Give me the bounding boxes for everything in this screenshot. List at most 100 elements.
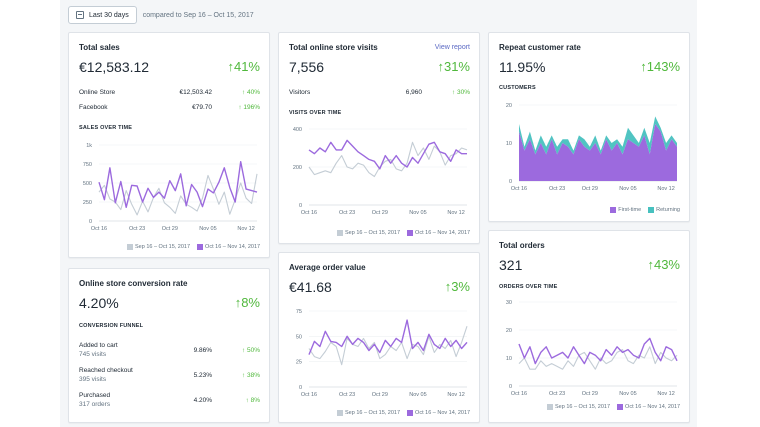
- x-tick-label: Nov 05: [199, 226, 216, 232]
- x-tick-label: Nov 12: [447, 210, 464, 216]
- x-tick-label: Nov 05: [409, 392, 426, 398]
- y-tick-label: 10: [506, 141, 512, 147]
- y-tick-label: 10: [506, 356, 512, 362]
- series-line-current: [308, 139, 467, 170]
- legend-item: Oct 16 – Nov 14, 2017: [407, 410, 470, 416]
- breakdown-row: Facebook €79.70 ↑ 196%: [79, 104, 260, 111]
- x-tick-label: Oct 16: [511, 186, 527, 192]
- arrow-up-icon: ↑: [444, 279, 452, 294]
- toolbar: Last 30 days compared to Sep 16 – Oct 15…: [68, 6, 254, 24]
- x-tick-label: Oct 16: [91, 226, 107, 232]
- y-tick-label: 0: [509, 384, 512, 390]
- aov-card: Average order value €41.68 ↑3% 0 25 50 75 Oc…: [278, 252, 480, 423]
- y-tick-label: 750: [83, 162, 92, 168]
- view-report-link[interactable]: View report: [434, 44, 470, 51]
- repeat-rate-card: Repeat customer rate 11.95% ↑143% CUSTOM…: [488, 32, 690, 222]
- x-tick-label: Nov 05: [619, 186, 636, 192]
- legend-item: Returning: [648, 207, 680, 213]
- section-heading: CUSTOMERS: [499, 85, 536, 91]
- area-first-time: [519, 124, 677, 181]
- orders-chart: 0 10 20 30 Oct 16 Oct 23 Oct 29 Nov 05 Nov 12: [506, 300, 678, 397]
- x-tick-label: Nov 05: [409, 210, 426, 216]
- funnel-row: Reached checkout 395 visits 5.23% ↑ 38%: [79, 367, 260, 383]
- y-tick-label: 200: [293, 165, 302, 171]
- section-heading: VISITS OVER TIME: [289, 110, 342, 116]
- series-line-current: [518, 337, 678, 365]
- x-tick-label: Oct 29: [372, 392, 388, 398]
- legend-item: Sep 16 – Oct 15, 2017: [127, 244, 190, 250]
- x-tick-label: Oct 16: [301, 210, 317, 216]
- x-tick-label: Oct 23: [339, 392, 355, 398]
- x-tick-label: Nov 12: [237, 226, 254, 232]
- metric-change: ↑3%: [444, 279, 470, 294]
- arrow-up-icon: ↑: [647, 257, 654, 272]
- metric-value: 321: [499, 257, 523, 273]
- section-heading: CONVERSION FUNNEL: [79, 323, 144, 329]
- conversion-card: Online store conversion rate 4.20% ↑8% C…: [68, 268, 270, 423]
- sales-chart: 0 250 500 750 1k Oct 16 Oct 23 Oct 29 Nov 05 Nov …: [83, 143, 258, 232]
- x-tick-label: Oct 23: [129, 226, 145, 232]
- x-tick-label: Oct 23: [549, 391, 565, 397]
- breakdown-row: Online Store €12,503.42 ↑ 40%: [79, 89, 260, 96]
- x-tick-label: Oct 29: [582, 186, 598, 192]
- y-tick-label: 20: [506, 103, 512, 109]
- customers-chart: 0 10 20 Oct 16 Oct 23 Oct 29 Nov 05 Nov 12: [506, 103, 677, 192]
- metric-value: 7,556: [289, 59, 325, 75]
- legend-item: Sep 16 – Oct 15, 2017: [337, 410, 400, 416]
- y-tick-label: 25: [296, 360, 302, 366]
- arrow-up-icon: ↑: [227, 59, 234, 74]
- chart-legend: First-time Returning: [610, 207, 680, 213]
- y-tick-label: 0: [299, 385, 302, 391]
- metric-change: ↑41%: [227, 59, 260, 74]
- date-range-button[interactable]: Last 30 days: [68, 6, 137, 24]
- metric-change: ↑8%: [234, 295, 260, 310]
- y-tick-label: 0: [89, 219, 92, 225]
- y-tick-label: 0: [509, 179, 512, 185]
- metric-change: ↑43%: [647, 257, 680, 272]
- arrow-up-icon: ↑: [234, 295, 242, 310]
- y-tick-label: 1k: [86, 143, 92, 149]
- metric-change: ↑143%: [640, 59, 680, 74]
- area-returning: [519, 116, 677, 155]
- section-heading: ORDERS OVER TIME: [499, 284, 558, 290]
- card-title: Total sales: [79, 43, 120, 52]
- series-line-current: [98, 161, 258, 208]
- x-tick-label: Oct 23: [339, 210, 355, 216]
- total-sales-card: Total sales €12,583.12 ↑41% Online Store…: [68, 32, 270, 258]
- online-visits-card: Total online store visits View report 7,…: [278, 32, 480, 244]
- compare-text: compared to Sep 16 – Oct 15, 2017: [142, 11, 254, 19]
- y-tick-label: 500: [83, 181, 92, 187]
- y-tick-label: 75: [296, 309, 302, 315]
- card-title: Total online store visits: [289, 43, 378, 52]
- legend-item: Oct 16 – Nov 14, 2017: [407, 230, 470, 236]
- legend-item: Oct 16 – Nov 14, 2017: [617, 404, 680, 410]
- x-tick-label: Oct 16: [511, 391, 527, 397]
- chart-legend: Sep 16 – Oct 15, 2017 Oct 16 – Nov 14, 2…: [337, 410, 470, 416]
- metric-value: €41.68: [289, 279, 332, 295]
- section-heading: SALES OVER TIME: [79, 125, 133, 131]
- legend-item: First-time: [610, 207, 641, 213]
- y-tick-label: 20: [506, 328, 512, 334]
- y-tick-label: 50: [296, 334, 302, 340]
- series-line-previous: [308, 326, 468, 366]
- calendar-icon: [76, 11, 84, 19]
- chart-legend: Sep 16 – Oct 15, 2017 Oct 16 – Nov 14, 2…: [337, 230, 470, 236]
- metric-value: 11.95%: [499, 59, 546, 75]
- breakdown-row: Visitors 6,960 ↑ 30%: [289, 89, 470, 96]
- series-line-previous: [518, 346, 678, 370]
- y-tick-label: 250: [83, 200, 92, 206]
- aov-chart: 0 25 50 75 Oct 16 Oct 23 Oct 29 Nov 05 Nov 12: [296, 309, 468, 398]
- card-title: Repeat customer rate: [499, 43, 581, 52]
- chart-legend: Sep 16 – Oct 15, 2017 Oct 16 – Nov 14, 2…: [127, 244, 260, 250]
- metric-value: 4.20%: [79, 295, 119, 311]
- metric-change: ↑31%: [437, 59, 470, 74]
- y-tick-label: 400: [293, 127, 302, 133]
- visits-chart: 0 200 400 Oct 16 Oct 23 Oct 29 Nov 05 Nov 12: [293, 127, 468, 216]
- x-tick-label: Oct 29: [162, 226, 178, 232]
- dashboard: Last 30 days compared to Sep 16 – Oct 15…: [60, 0, 697, 427]
- date-range-label: Last 30 days: [89, 11, 129, 19]
- funnel-row: Purchased 317 orders 4.20% ↑ 8%: [79, 392, 260, 408]
- arrow-up-icon: ↑: [437, 59, 444, 74]
- x-tick-label: Oct 29: [582, 391, 598, 397]
- metric-value: €12,583.12: [79, 59, 150, 75]
